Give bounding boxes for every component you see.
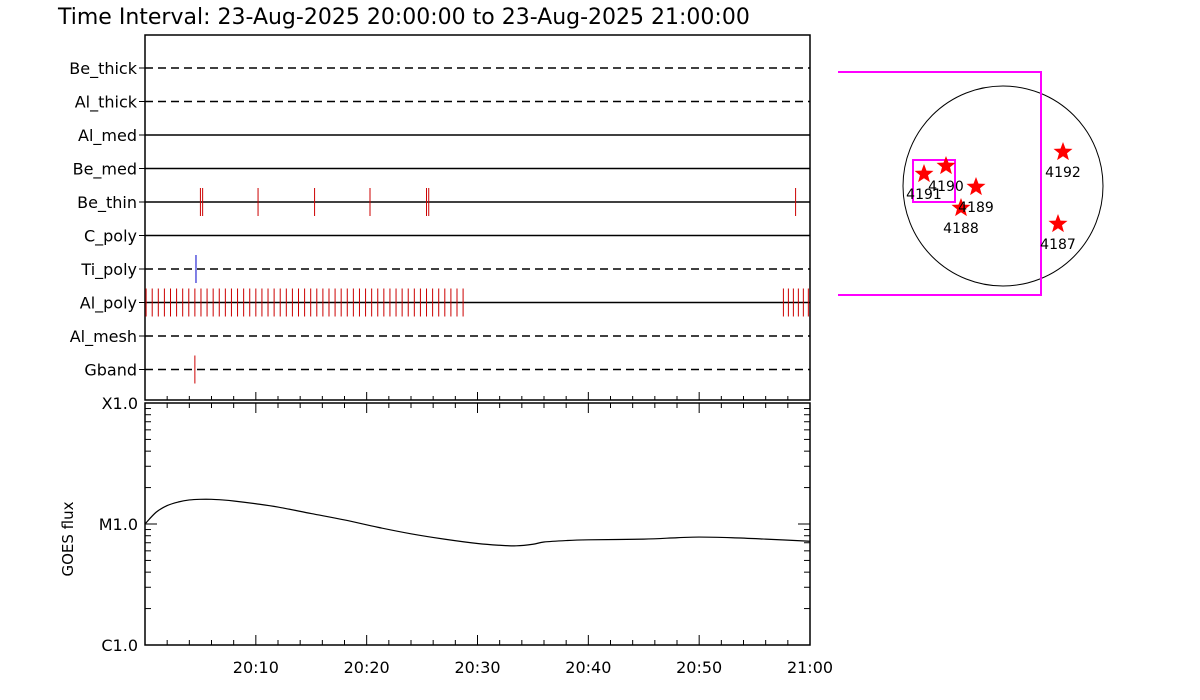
goes-y-tick-label: M1.0 (99, 515, 138, 534)
goes-x-tick-label: 20:40 (565, 658, 611, 677)
goes-x-tick-label: 20:30 (454, 658, 500, 677)
active-region-star-4191 (914, 164, 934, 183)
row-label-Be_thick: Be_thick (69, 59, 137, 79)
row-label-Be_med: Be_med (73, 160, 137, 180)
row-label-Be_thin: Be_thin (77, 193, 137, 213)
goes-x-tick-label: 20:10 (233, 658, 279, 677)
fov-small-outline (912, 159, 956, 203)
active-region-label-4188: 4188 (943, 221, 979, 237)
goes-x-tick-label: 21:00 (787, 658, 833, 677)
active-region-label-4189: 4189 (958, 200, 994, 216)
active-region-label-4191: 4191 (906, 187, 942, 203)
row-label-Gband: Gband (84, 361, 137, 380)
goes-y-tick-label: X1.0 (102, 394, 138, 413)
goes-frame (144, 402, 811, 646)
chart-title: Time Interval: 23-Aug-2025 20:00:00 to 2… (57, 5, 750, 30)
filter-timeline-panel: Be_thick Al_thick Al_med Be_med Be_thin C_pol… (69, 34, 811, 401)
row-label-Ti_poly: Ti_poly (80, 260, 137, 280)
active-region-label-4192: 4192 (1045, 165, 1081, 181)
timeline-frame (144, 34, 811, 401)
solar-disk (902, 85, 1104, 287)
goes-flux-panel: C1.0 M1.0 X1.0 GOES flux 20:10 20:20 20:30 20:4… (59, 394, 833, 677)
fov-large-outline (838, 71, 1042, 296)
goes-x-tick-label: 20:20 (344, 658, 390, 677)
row-label-Al_med: Al_med (78, 126, 137, 146)
goes-flux-line (144, 498, 811, 547)
active-region-star-4188 (951, 198, 971, 217)
active-region-star-4192 (1053, 142, 1073, 161)
row-label-Al_mesh: Al_mesh (70, 327, 137, 347)
row-label-C_poly: C_poly (84, 227, 137, 247)
row-label-Al_thick: Al_thick (75, 93, 138, 113)
active-region-star-4190 (936, 156, 956, 175)
active-region-star-4189 (966, 177, 986, 196)
active-region-label-4187: 4187 (1040, 237, 1076, 253)
goes-y-tick-label: C1.0 (101, 636, 138, 655)
active-region-label-4190: 4190 (928, 179, 964, 195)
active-region-star-4187 (1048, 214, 1068, 233)
goes-x-tick-label: 20:50 (676, 658, 722, 677)
row-label-Al_poly: Al_poly (80, 294, 137, 314)
goes-y-axis-label: GOES flux (59, 501, 77, 576)
